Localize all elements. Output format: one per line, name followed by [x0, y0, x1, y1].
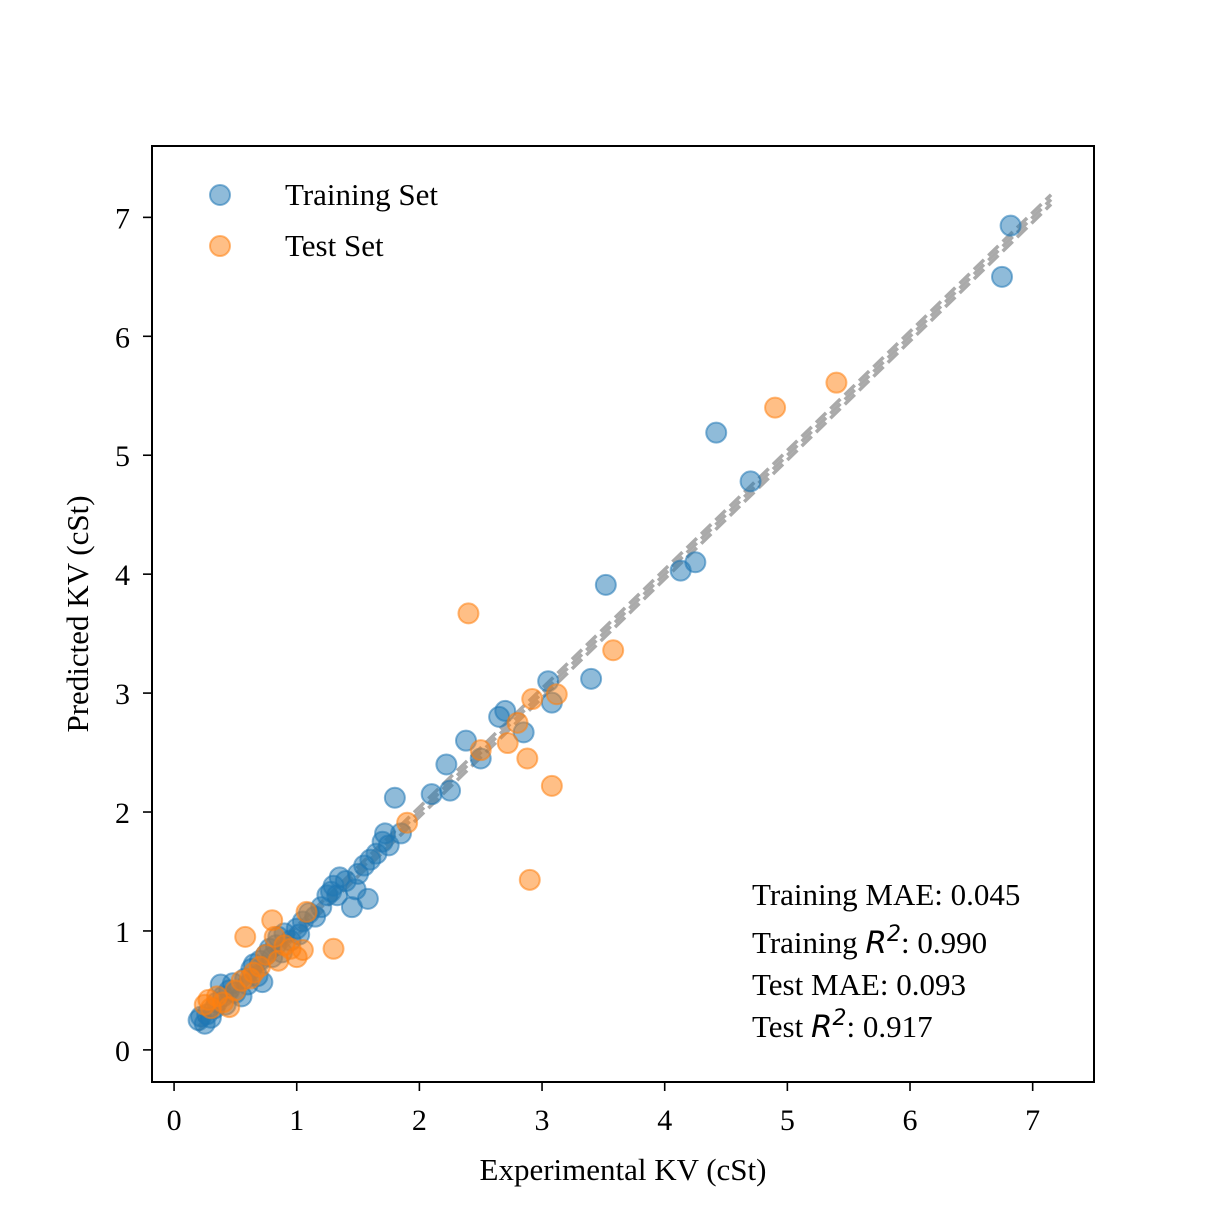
training-set-point — [435, 753, 458, 776]
test-set-point — [496, 732, 519, 755]
x-axis-ticks: 0 1 2 3 4 5 6 7 — [167, 1082, 1040, 1137]
training-set-point — [580, 667, 603, 690]
metrics-annotation: Training MAE: 0.045 Training R2: 0.990 Tes… — [752, 877, 1020, 1045]
x-tick-label: 0 — [167, 1104, 182, 1137]
x-tick-label: 6 — [903, 1104, 918, 1137]
test-set-point — [518, 868, 541, 891]
test-set-point — [602, 639, 625, 662]
test-set-point — [469, 739, 492, 762]
training-set-point — [420, 783, 443, 806]
metric-line: Test R2: 0.917 — [752, 1006, 933, 1045]
training-set-point — [439, 779, 462, 802]
reference-lines — [197, 193, 1053, 1033]
legend-marker-test-set — [209, 235, 231, 257]
x-tick-label: 5 — [780, 1104, 795, 1137]
training-set-point — [356, 887, 379, 910]
reference-line-0 — [197, 193, 1053, 1023]
y-axis-ticks: 0 1 2 3 4 5 6 7 — [115, 202, 152, 1068]
training-set-point — [739, 470, 762, 493]
y-tick-label: 3 — [115, 678, 130, 711]
y-tick-label: 1 — [115, 916, 130, 949]
reference-line-1 — [197, 198, 1053, 1028]
x-tick-label: 4 — [657, 1104, 672, 1137]
reference-line-2 — [197, 203, 1053, 1033]
data-points — [187, 214, 1022, 1035]
test-set-point — [291, 938, 314, 961]
metric-line: Training R2: 0.990 — [752, 922, 987, 961]
test-set-point — [506, 711, 529, 734]
metric-line: Training MAE: 0.045 — [752, 877, 1020, 912]
training-set-point — [991, 265, 1014, 288]
plot-frame — [151, 145, 1095, 1083]
test-set-point — [396, 811, 419, 834]
test-set-point — [540, 774, 563, 797]
y-tick-label: 2 — [115, 797, 130, 830]
legend-label-test-set: Test Set — [285, 228, 384, 263]
test-set-point — [521, 688, 544, 711]
training-set-point — [383, 786, 406, 809]
legend-label-training-set: Training Set — [285, 177, 438, 212]
y-tick-label: 6 — [115, 321, 130, 354]
y-axis-label: Predicted KV (cSt) — [60, 495, 95, 732]
training-set-point — [684, 551, 707, 574]
training-set-point — [594, 573, 617, 596]
x-tick-label: 7 — [1025, 1104, 1040, 1137]
test-set-point — [764, 396, 787, 419]
x-tick-label: 2 — [412, 1104, 427, 1137]
test-set-point — [825, 371, 848, 394]
test-set-point — [234, 925, 257, 948]
training-set-point — [705, 421, 728, 444]
test-set-point — [457, 602, 480, 625]
x-axis-label: Experimental KV (cSt) — [480, 1152, 767, 1187]
test-set-point — [516, 747, 539, 770]
y-tick-label: 4 — [115, 559, 130, 592]
x-tick-label: 1 — [289, 1104, 304, 1137]
y-tick-label: 0 — [115, 1035, 130, 1068]
test-set-point — [322, 937, 345, 960]
legend: Training Set Test Set — [209, 177, 438, 263]
x-tick-label: 3 — [535, 1104, 550, 1137]
training-set-point — [999, 214, 1022, 237]
y-tick-label: 7 — [115, 202, 130, 235]
metric-line: Test MAE: 0.093 — [752, 967, 966, 1002]
test-set-point — [295, 900, 318, 923]
test-set-point — [545, 683, 568, 706]
y-tick-label: 5 — [115, 440, 130, 473]
legend-marker-training-set — [209, 184, 231, 206]
